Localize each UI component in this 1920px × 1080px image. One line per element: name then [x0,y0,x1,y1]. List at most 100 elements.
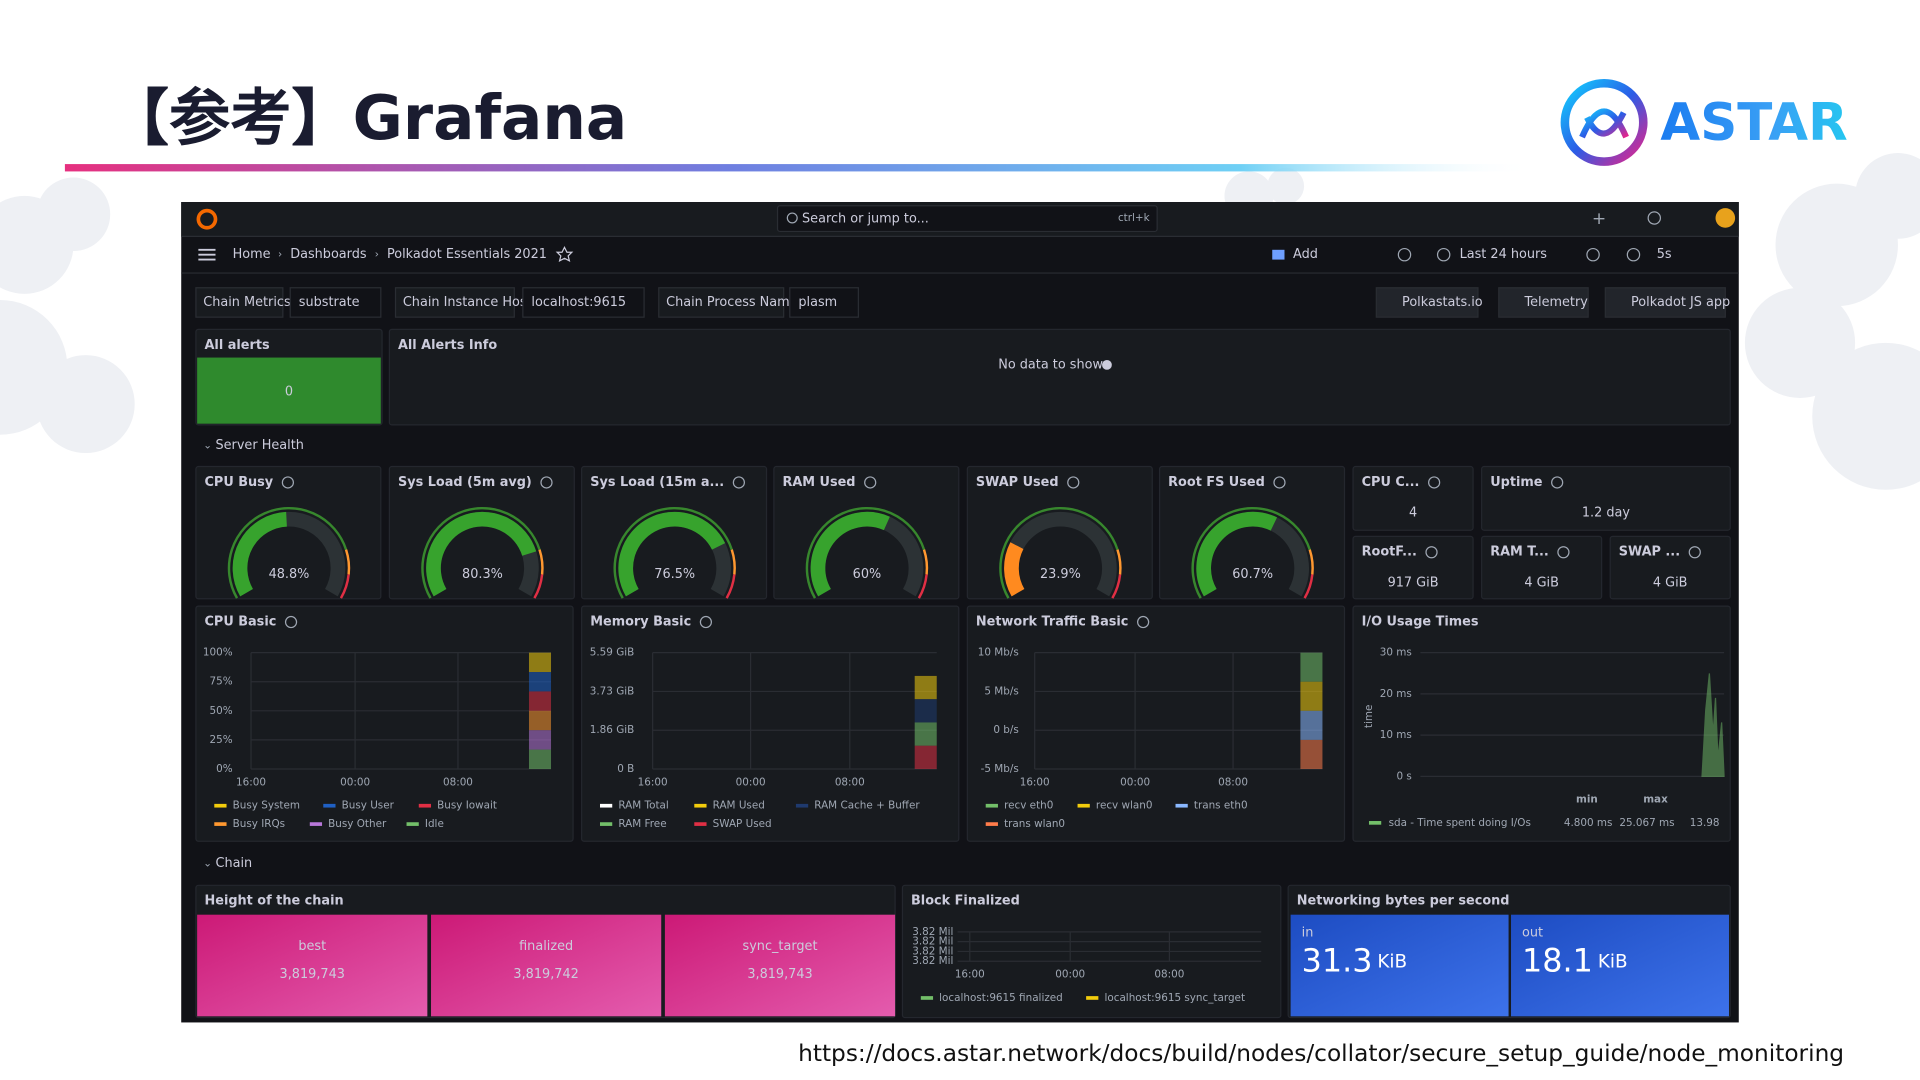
legend-label[interactable]: recv eth0 [1004,800,1053,812]
gauge-value [810,511,890,597]
row-title[interactable]: Server Health [216,438,304,453]
gauge-threshold [533,574,544,599]
gauge-value [1004,542,1025,597]
stat-box [664,914,896,1017]
legend-label[interactable]: Busy User [342,800,395,812]
legend-label[interactable]: Busy Other [328,818,387,830]
search-icon [786,212,798,224]
astar-logo: ASTAR [1560,78,1848,166]
stat-value: 3,819,742 [513,967,578,982]
star-icon[interactable] [555,245,574,262]
gauge-value [618,511,726,597]
add-button[interactable]: Add [1293,247,1318,262]
legend-swatch [309,822,323,826]
refresh-interval[interactable]: 5s [1657,247,1672,262]
stat-name: in [1302,926,1314,941]
x-tick-label: 00:00 [1055,969,1085,981]
gauge-threshold [1303,574,1314,599]
gauge-threshold [613,506,733,599]
variable-label: Chain Metrics [203,295,291,310]
clock-icon[interactable] [1436,247,1451,262]
grafana-logo[interactable] [196,208,218,230]
legend-swatch [323,803,336,808]
shortcut: ctrl+k [1118,212,1150,224]
panel-title: All alerts [204,338,269,353]
info-icon [1425,546,1438,559]
gauge-threshold [917,574,928,599]
link-button[interactable] [1498,287,1589,318]
source-url: https://docs.astar.network/docs/build/no… [798,1040,1844,1067]
y-tick-label: 3.82 Mil [912,945,953,957]
panel-title: Sys Load (15m a... [590,475,724,490]
alerts-stat [197,357,381,424]
legend-label[interactable]: localhost:9615 finalized [939,992,1063,1004]
avatar[interactable] [1715,208,1736,228]
stat-box [1290,914,1509,1017]
panel-title: Height of the chain [204,894,343,909]
legend-label[interactable]: localhost:9615 sync_target [1104,992,1245,1004]
legend-swatch [694,803,707,808]
y-tick-label: 1.86 GiB [590,724,635,736]
panel [581,605,960,842]
panel [966,605,1346,842]
series-area [528,652,552,673]
link-button[interactable] [1604,287,1726,318]
legend-label[interactable]: trans eth0 [1194,800,1248,812]
x-tick-label: 16:00 [638,776,668,788]
info-icon [1067,476,1080,489]
legend-label[interactable]: trans wlan0 [1004,818,1065,830]
settings-icon[interactable] [1397,247,1412,262]
breadcrumb-item[interactable]: Dashboards [290,247,367,262]
row-title[interactable]: Chain [216,856,253,871]
y-tick-label: 50% [210,705,233,717]
stat-name: finalized [519,939,573,954]
panel-title: Root FS Used [1168,475,1265,490]
legend-swatch [600,822,613,826]
panel [1352,605,1731,842]
variable-label-box [394,287,515,318]
logo-text: ASTAR [1660,93,1847,153]
variable-label-box [195,287,284,318]
y-axis-label: time [1363,705,1375,728]
legend-label[interactable]: Idle [425,818,444,830]
legend-label[interactable]: Busy IRQs [233,818,285,830]
menu-icon[interactable] [198,248,216,261]
legend-label[interactable]: SWAP Used [713,818,772,830]
plus-icon[interactable]: + [1592,209,1606,229]
legend-label[interactable]: Busy System [233,800,300,812]
breadcrumb-item[interactable]: Home [233,247,271,262]
info-icon [281,476,295,489]
series-area [914,675,937,700]
legend-label[interactable]: recv wlan0 [1096,800,1153,812]
legend-label[interactable]: RAM Free [618,818,666,830]
time-range[interactable]: Last 24 hours [1460,247,1548,262]
breadcrumb-item: Polkadot Essentials 2021 [387,247,547,262]
y-tick-label: 10 Mb/s [978,647,1019,659]
variable-select[interactable] [789,287,859,318]
panel [1481,535,1603,600]
y-tick-label: 3.82 Mil [912,936,953,948]
link-label: Polkastats.io [1402,295,1483,310]
stat-name: best [298,939,326,954]
link-button[interactable] [1375,287,1479,318]
info-icon [284,615,298,629]
legend-label[interactable]: RAM Cache + Buffer [814,800,920,812]
stat-name: out [1522,926,1543,941]
panel [1352,535,1474,600]
panel-title: Memory Basic [590,615,691,630]
legend-label[interactable]: RAM Used [713,800,765,812]
variable-select[interactable] [522,287,645,318]
y-tick-label: 5.59 GiB [590,647,635,659]
legend-label[interactable]: Busy Iowait [437,800,497,812]
variable-select[interactable] [289,287,382,318]
series-area [1300,652,1323,682]
zoom-out-icon[interactable] [1586,247,1600,262]
help-icon[interactable] [1647,211,1662,225]
legend-swatch [1077,803,1090,808]
legend-label[interactable]: RAM Total [618,800,668,812]
refresh-icon[interactable] [1626,247,1641,262]
row-chevron: ⌄ [203,857,212,869]
search-box[interactable] [776,205,1158,233]
